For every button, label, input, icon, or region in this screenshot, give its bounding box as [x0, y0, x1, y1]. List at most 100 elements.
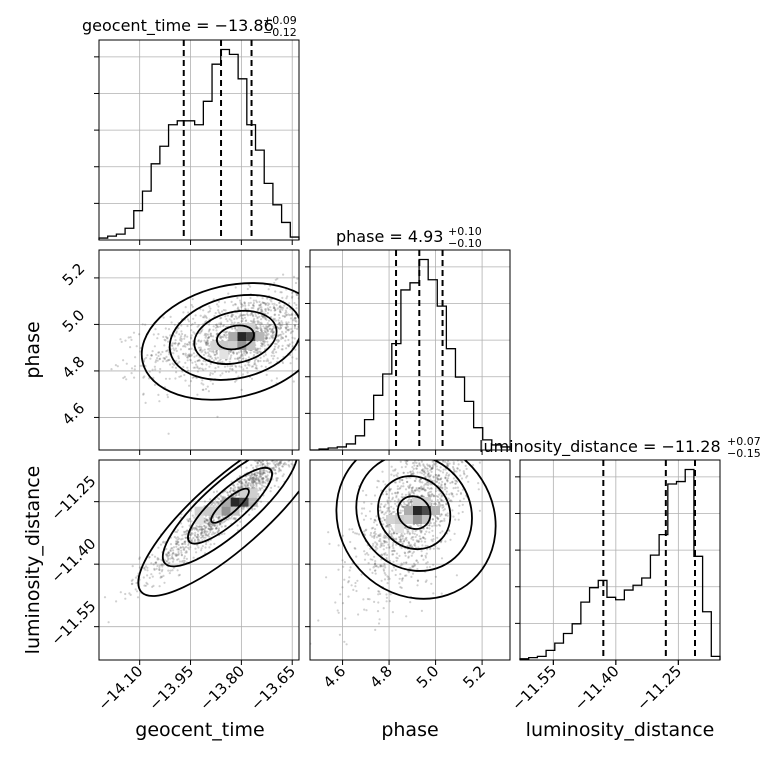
scatter-point [274, 308, 277, 312]
scatter-point [247, 304, 250, 307]
scatter-point [420, 550, 423, 553]
scatter-point [405, 561, 408, 564]
scatter-point [436, 547, 439, 550]
scatter-point [388, 546, 391, 550]
scatter-point [384, 566, 387, 569]
scatter-point [180, 335, 183, 338]
scatter-point [208, 525, 211, 528]
scatter-point [223, 525, 227, 528]
scatter-point [207, 330, 210, 333]
scatter-point [405, 536, 408, 539]
scatter-point [282, 444, 284, 446]
scatter-point [261, 345, 264, 348]
scatter-point [142, 576, 145, 579]
scatter-point [428, 465, 431, 468]
scatter-point [287, 313, 290, 316]
scatter-point [165, 554, 168, 557]
scatter-point [402, 501, 405, 504]
scatter-point [156, 557, 159, 560]
scatter-point [376, 547, 379, 550]
scatter-point [192, 536, 195, 540]
scatter-point [167, 569, 170, 572]
scatter-point [438, 482, 441, 485]
scatter-point [262, 325, 265, 328]
scatter-point [114, 364, 117, 367]
scatter-point [414, 489, 417, 492]
scatter-point [331, 414, 333, 416]
scatter-point [410, 545, 413, 548]
scatter-point [419, 464, 422, 467]
scatter-point [191, 305, 194, 308]
scatter-point [241, 484, 244, 487]
scatter-point [243, 302, 246, 305]
scatter-point [452, 467, 455, 470]
scatter-point [281, 453, 283, 455]
scatter-point [254, 312, 257, 315]
scatter-point [456, 467, 459, 470]
scatter-point [430, 490, 433, 493]
scatter-point [443, 517, 446, 521]
scatter-point [288, 445, 290, 447]
scatter-point [174, 554, 178, 557]
scatter-point [153, 365, 156, 368]
scatter-point [250, 306, 253, 310]
scatter-point [261, 343, 264, 346]
scatter-point [326, 314, 328, 316]
scatter-point [422, 558, 425, 561]
scatter-point [186, 529, 189, 533]
scatter-point [433, 524, 436, 527]
scatter-point [183, 546, 186, 550]
scatter-point [264, 308, 267, 311]
scatter-point [191, 514, 194, 517]
scatter-point [219, 522, 222, 525]
scatter-point [354, 532, 357, 535]
scatter-point [403, 526, 406, 529]
scatter-point [289, 435, 291, 437]
scatter-point [220, 321, 223, 324]
scatter-point [183, 541, 186, 544]
scatter-point [224, 315, 227, 318]
scatter-point [203, 524, 206, 527]
scatter-point [255, 326, 258, 329]
scatter-point [174, 342, 177, 345]
scatter-point [215, 527, 218, 530]
scatter-point [158, 351, 161, 354]
scatter-point [295, 303, 298, 306]
scatter-point [273, 306, 276, 310]
scatter-point [452, 515, 455, 518]
scatter-point [272, 467, 275, 470]
scatter-point [116, 365, 119, 368]
scatter-point [212, 519, 216, 522]
scatter-point [385, 525, 388, 528]
scatter-point [405, 539, 408, 542]
scatter-point [399, 540, 402, 543]
scatter-point [318, 426, 320, 428]
scatter-point [444, 514, 447, 517]
scatter-point [194, 366, 197, 369]
scatter-point [261, 301, 264, 304]
scatter-point [240, 506, 243, 509]
scatter-point [282, 273, 285, 276]
scatter-point [456, 455, 458, 457]
scatter-point [405, 503, 408, 507]
title-geocent-time-sub: −0.12 [263, 26, 297, 39]
scatter-point [294, 281, 298, 285]
scatter-point [420, 554, 423, 558]
scatter-point [214, 527, 217, 530]
scatter-point [415, 486, 418, 490]
scatter-point [193, 527, 196, 530]
scatter-point [259, 303, 262, 306]
scatter-point [230, 354, 233, 357]
scatter-point [253, 480, 256, 483]
scatter-point [415, 435, 417, 437]
scatter-point [277, 456, 279, 458]
scatter-point [199, 349, 202, 352]
scatter-point [438, 501, 441, 504]
scatter-point [437, 504, 440, 507]
scatter-point [296, 434, 298, 436]
scatter-point [401, 479, 404, 482]
scatter-point [259, 329, 262, 332]
scatter-point [435, 516, 439, 519]
scatter-point [445, 472, 448, 475]
scatter-point [344, 617, 347, 620]
